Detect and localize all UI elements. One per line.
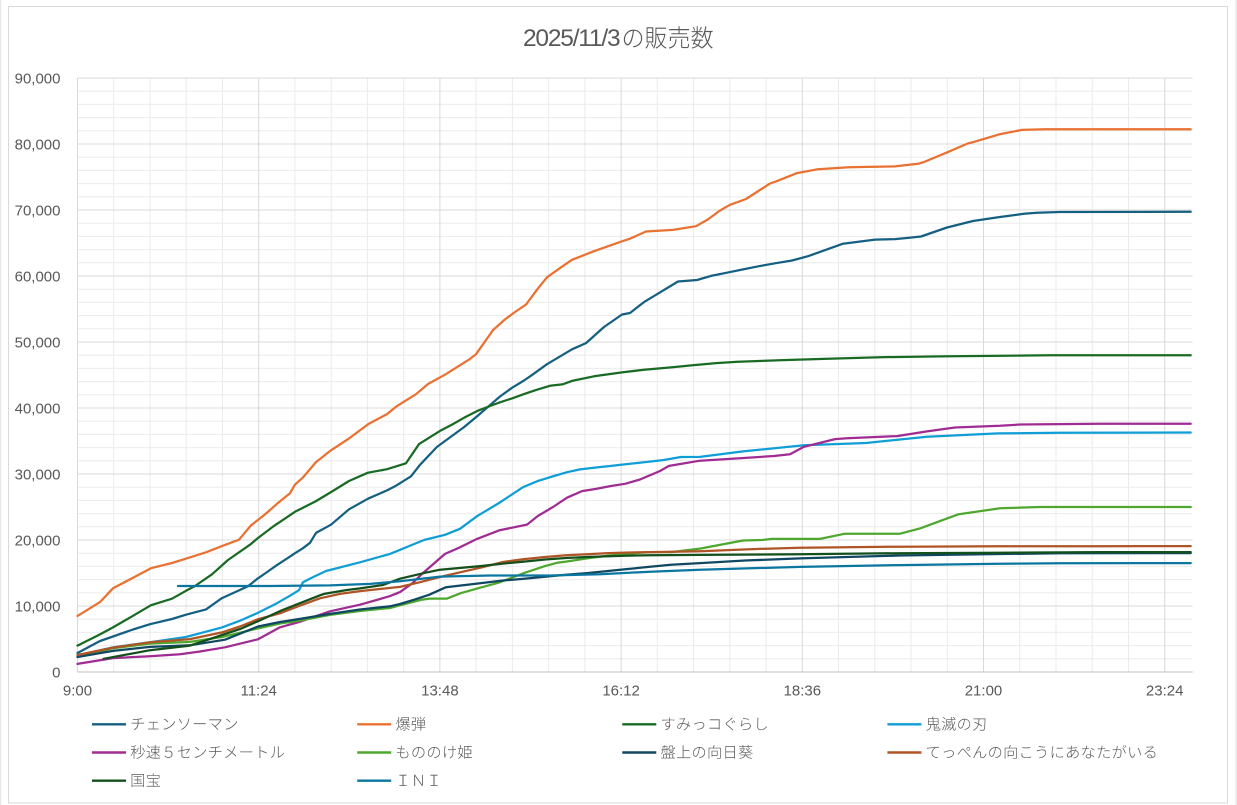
svg-text:2025/11/3: 2025/11/3 [523,25,620,52]
svg-text:13:48: 13:48 [421,683,459,700]
svg-text:23:24: 23:24 [1146,683,1184,700]
svg-text:10,000: 10,000 [15,598,61,615]
svg-text:21:00: 21:00 [965,683,1003,700]
svg-text:11:24: 11:24 [240,683,276,700]
svg-text:9:00: 9:00 [63,683,92,700]
svg-text:70,000: 70,000 [15,202,61,219]
svg-text:16:12: 16:12 [602,683,640,700]
svg-text:60,000: 60,000 [15,268,61,285]
svg-text:80,000: 80,000 [15,136,61,153]
svg-text:0: 0 [52,664,60,681]
svg-text:90,000: 90,000 [15,70,61,87]
svg-text:30,000: 30,000 [15,466,61,483]
svg-text:50,000: 50,000 [15,334,61,351]
svg-text:20,000: 20,000 [15,532,61,549]
svg-text:40,000: 40,000 [15,400,61,417]
svg-text:18:36: 18:36 [784,683,822,700]
